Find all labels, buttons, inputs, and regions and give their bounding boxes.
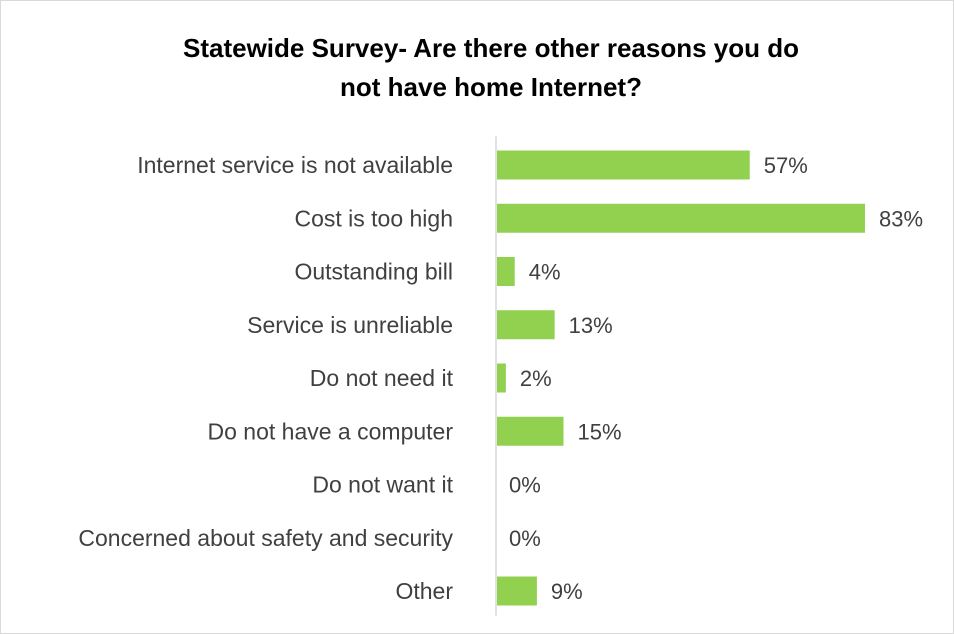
value-label: 13%: [569, 313, 613, 338]
chart-title-line-2: not have home Internet?: [340, 72, 642, 102]
category-label: Outstanding bill: [294, 259, 453, 285]
value-label: 4%: [529, 260, 561, 285]
value-label: 57%: [764, 153, 808, 178]
bar: [497, 203, 865, 233]
bar: [497, 150, 750, 180]
value-label: 15%: [578, 419, 622, 444]
value-label: 0%: [509, 473, 541, 498]
bar: [497, 576, 537, 606]
bar: [497, 416, 564, 446]
bar: [497, 257, 515, 286]
value-label: 0%: [509, 526, 541, 551]
category-label: Other: [395, 578, 453, 604]
value-label: 2%: [520, 366, 552, 391]
category-label: Do not need it: [310, 365, 454, 391]
bar: [497, 310, 555, 340]
category-label: Service is unreliable: [247, 312, 453, 338]
chart-title: Statewide Survey- Are there other reason…: [91, 29, 891, 107]
value-label: 83%: [879, 206, 923, 231]
value-label: 9%: [551, 579, 583, 604]
category-label: Concerned about safety and security: [78, 525, 453, 551]
bar: [497, 363, 506, 393]
category-label: Do not want it: [312, 472, 453, 498]
category-label: Cost is too high: [294, 205, 453, 231]
chart-title-line-1: Statewide Survey- Are there other reason…: [183, 33, 799, 63]
category-label: Do not have a computer: [208, 418, 454, 444]
category-label: Internet service is not available: [137, 152, 453, 178]
